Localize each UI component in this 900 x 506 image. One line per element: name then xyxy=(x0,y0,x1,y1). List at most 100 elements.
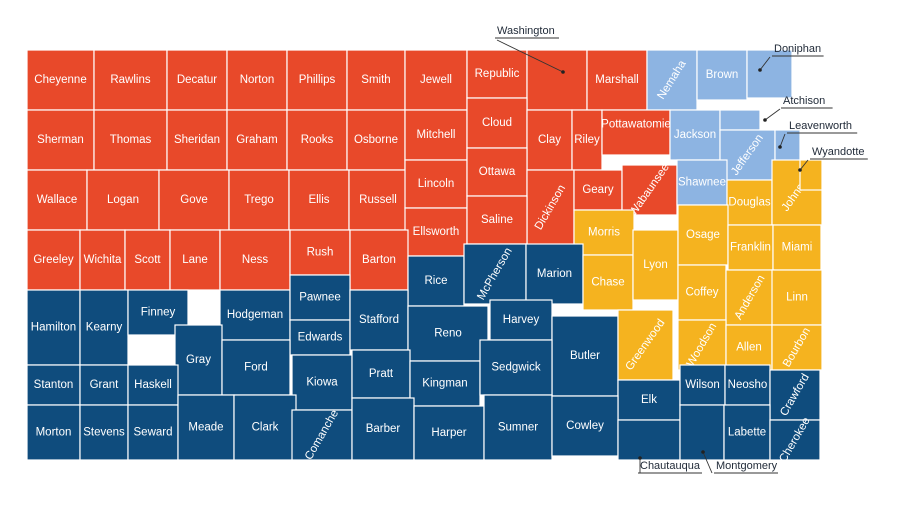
county-shape xyxy=(346,49,406,111)
county-label: Kingman xyxy=(422,378,467,390)
county-linn: Linn xyxy=(771,269,823,326)
county-label: Pottawatomie xyxy=(601,119,671,131)
county-shape xyxy=(799,159,823,191)
county-label: Mitchell xyxy=(417,129,456,141)
county-label: Harper xyxy=(431,427,466,439)
county-woodson: Woodson xyxy=(677,319,727,371)
county-shape xyxy=(669,109,721,161)
county-smith: Smith xyxy=(346,49,406,111)
county-franklin: Franklin xyxy=(727,224,774,271)
county-graham: Graham xyxy=(226,109,288,171)
county-label: Kearny xyxy=(86,322,123,334)
county-shape xyxy=(632,229,679,301)
county-label: Stafford xyxy=(359,314,399,326)
county-riley: Riley xyxy=(571,109,603,171)
callout-dot xyxy=(798,168,802,172)
callout-dot xyxy=(778,145,782,149)
county-ellsworth: Ellsworth xyxy=(404,207,468,257)
county-shape xyxy=(166,109,228,171)
callout-label: Leavenworth xyxy=(789,120,852,132)
county-shape xyxy=(771,269,823,326)
county-shape xyxy=(26,229,81,291)
county-jefferson: Jefferson xyxy=(719,129,776,181)
county-label: Linn xyxy=(786,292,808,304)
county-wabaunsee: Wabaunsee xyxy=(621,162,678,218)
county-haskell: Haskell xyxy=(127,364,179,406)
county-bourbon: Bourbon xyxy=(771,324,823,371)
callout-leader xyxy=(496,39,564,73)
county-douglas: Douglas xyxy=(726,179,773,226)
county-label: Wichita xyxy=(84,254,122,266)
county-ottawa: Ottawa xyxy=(466,147,528,197)
county-label: Osborne xyxy=(354,134,398,146)
county-shape xyxy=(551,315,619,397)
county-label: Reno xyxy=(434,328,462,340)
county-rush: Rush xyxy=(289,229,351,276)
county-ford: Ford xyxy=(221,339,291,396)
county-nemaha: Nemaha xyxy=(646,49,698,111)
county-label: Lane xyxy=(182,254,208,266)
county-shape xyxy=(526,109,573,171)
county-saline: Saline xyxy=(466,195,528,245)
callout-dot xyxy=(561,70,565,74)
county-label: Trego xyxy=(244,194,274,206)
county-label: Logan xyxy=(107,194,139,206)
county-osage: Osage xyxy=(677,204,729,266)
county-edwards: Edwards xyxy=(289,319,351,356)
county-shape xyxy=(617,379,681,421)
county-label: Wallace xyxy=(37,194,77,206)
county-geary: Geary xyxy=(573,169,623,211)
county-label: Lyon xyxy=(643,259,668,271)
county-harper: Harper xyxy=(413,405,485,461)
county-shape xyxy=(404,159,468,209)
callout-montgomery: Montgomery xyxy=(701,450,778,474)
county-label: Ford xyxy=(244,362,268,374)
county-label: Shawnee xyxy=(678,177,726,189)
county-shape xyxy=(479,339,553,396)
county-label: Cheyenne xyxy=(34,74,86,86)
county-shape xyxy=(483,394,553,461)
county-shape xyxy=(349,289,409,351)
county-labette: Labette xyxy=(723,404,771,461)
county-wichita: Wichita xyxy=(79,229,126,291)
county-allen: Allen xyxy=(725,324,773,371)
callout-leader xyxy=(779,133,786,148)
county-shape xyxy=(573,169,623,211)
callout-leader xyxy=(764,108,781,121)
county-lane: Lane xyxy=(169,229,221,291)
county-label: Rice xyxy=(424,275,447,287)
county-marshall: Marshall xyxy=(586,49,648,111)
county-grant: Grant xyxy=(79,364,129,406)
county-jackson: Jackson xyxy=(669,109,721,161)
county-shape xyxy=(771,324,823,371)
county-russell: Russell xyxy=(348,169,408,231)
county-label: Chase xyxy=(591,277,624,289)
county-shape xyxy=(26,404,81,461)
county-unlabeled-25 xyxy=(719,109,761,131)
callout-label: Atchison xyxy=(783,95,825,107)
county-kearny: Kearny xyxy=(79,289,129,366)
county-mcpherson: McPherson xyxy=(463,243,527,305)
county-label: Cowley xyxy=(566,420,604,432)
county-shape xyxy=(93,109,168,171)
county-label: Barber xyxy=(366,423,401,435)
county-trego: Trego xyxy=(228,169,290,231)
county-decatur: Decatur xyxy=(166,49,228,111)
county-jewell: Jewell xyxy=(404,49,468,111)
county-morton: Morton xyxy=(26,404,81,461)
county-shape xyxy=(525,243,584,305)
county-clay: Clay xyxy=(526,109,573,171)
county-shape xyxy=(772,224,822,271)
county-shape xyxy=(351,349,411,399)
county-label: Grant xyxy=(90,379,120,391)
county-shape xyxy=(346,109,406,171)
county-unlabeled-42 xyxy=(799,159,823,191)
county-thomas: Thomas xyxy=(93,109,168,171)
county-label: Lincoln xyxy=(418,178,454,190)
county-dickinson: Dickinson xyxy=(526,169,575,246)
county-shape xyxy=(677,264,727,321)
callout-washington: Washington xyxy=(495,25,565,74)
county-label: Geary xyxy=(582,184,614,196)
county-shape xyxy=(769,369,821,421)
county-label: Kiowa xyxy=(306,377,338,389)
